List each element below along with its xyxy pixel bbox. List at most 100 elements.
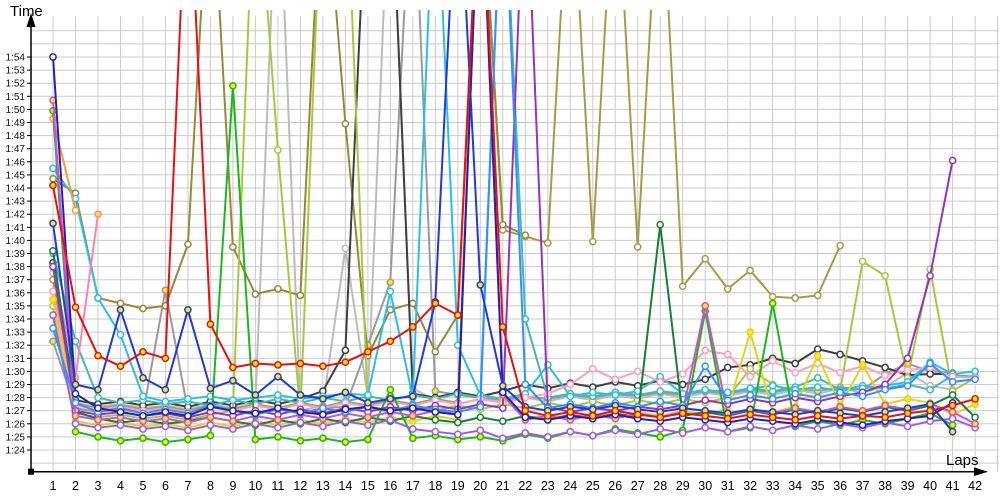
data-point-marker (723, 388, 732, 397)
data-point-marker (813, 383, 822, 391)
data-point-marker (229, 417, 237, 426)
data-point-marker (184, 426, 192, 435)
data-point-marker (746, 364, 755, 373)
data-point-marker (881, 271, 889, 280)
data-point-marker (566, 392, 575, 401)
data-point-marker (341, 346, 350, 355)
data-point-marker (476, 402, 485, 411)
data-point-marker (139, 434, 147, 443)
data-point-marker (49, 311, 57, 319)
x-tick-label: 7 (184, 479, 191, 493)
data-point-marker (94, 385, 102, 394)
y-tick-label: 1:41 (6, 223, 26, 234)
x-tick-label: 28 (653, 479, 667, 493)
data-point-marker (319, 404, 327, 412)
data-point-marker (296, 291, 305, 300)
data-point-marker (813, 291, 822, 300)
y-tick-label: 1:27 (6, 406, 26, 417)
data-point-marker (364, 421, 372, 429)
data-point-marker (341, 405, 350, 414)
data-point-marker (543, 412, 552, 420)
data-point-marker (184, 412, 192, 420)
data-point-marker (723, 396, 732, 405)
data-point-marker (94, 423, 102, 432)
data-point-marker (341, 438, 350, 446)
data-point-marker (656, 397, 665, 406)
data-point-marker (296, 408, 305, 416)
x-tick-label: 35 (811, 479, 825, 493)
data-point-marker (476, 433, 485, 441)
data-point-marker (116, 362, 125, 371)
data-point-marker (341, 388, 350, 397)
data-point-marker (341, 417, 350, 426)
data-point-marker (813, 393, 822, 402)
data-point-marker (229, 81, 237, 90)
data-point-marker (296, 436, 305, 445)
data-point-marker (386, 305, 395, 314)
series-line (52, 10, 976, 407)
data-point-marker (746, 266, 755, 275)
data-point-marker (49, 219, 57, 228)
y-tick-label: 1:24 (6, 446, 26, 457)
data-point-marker (229, 243, 237, 251)
data-point-marker (701, 412, 710, 420)
data-point-marker (813, 425, 822, 433)
data-point-marker (813, 412, 822, 420)
y-tick-label: 1:48 (6, 131, 26, 142)
data-point-marker (791, 294, 800, 302)
data-point-marker (49, 287, 57, 296)
data-point-marker (71, 303, 80, 312)
data-point-marker (498, 417, 507, 426)
y-tick-label: 1:33 (6, 328, 26, 339)
data-point-marker (588, 364, 597, 373)
data-point-marker (498, 220, 507, 229)
x-tick-label: 5 (139, 479, 146, 493)
data-point-marker (948, 421, 957, 429)
data-point-marker (453, 311, 462, 319)
data-point-marker (566, 380, 575, 389)
x-tick-label: 11 (271, 479, 284, 493)
x-tick-label: 2 (72, 479, 79, 493)
data-point-marker (971, 419, 979, 428)
data-point-marker (881, 385, 889, 394)
data-point-marker (858, 257, 867, 266)
data-point-marker (274, 391, 282, 399)
data-point-marker (251, 359, 260, 368)
y-tick-label: 1:39 (6, 249, 26, 260)
data-point-marker (408, 323, 417, 331)
x-tick-label: 8 (207, 479, 214, 493)
x-tick-label: 38 (878, 479, 892, 493)
data-point-marker (94, 433, 102, 441)
data-point-marker (408, 434, 417, 443)
data-point-marker (251, 435, 260, 444)
data-point-marker (701, 423, 710, 432)
data-point-marker (768, 413, 777, 422)
data-point-marker (903, 381, 912, 390)
y-tick-label: 1:36 (6, 288, 26, 299)
data-point-marker (49, 295, 57, 304)
data-point-marker (926, 359, 934, 368)
x-tick-label: 18 (428, 479, 442, 493)
data-point-marker (161, 385, 170, 394)
data-point-marker (746, 328, 755, 336)
data-point-marker (161, 438, 170, 446)
data-point-marker (251, 409, 260, 418)
data-point-marker (498, 381, 507, 390)
x-tick-label: 33 (766, 479, 780, 493)
x-tick-label: 4 (117, 479, 124, 493)
x-tick-label: 41 (946, 479, 960, 493)
y-tick-label: 1:42 (6, 210, 26, 221)
data-point-marker (229, 406, 237, 415)
y-axis-arrow-icon (26, 13, 36, 27)
data-point-marker (926, 271, 934, 280)
y-tick-label: 1:52 (6, 79, 26, 90)
data-point-marker (881, 413, 889, 422)
data-point-marker (71, 419, 80, 428)
data-point-marker (701, 346, 710, 355)
x-tick-label: 17 (406, 479, 420, 493)
data-point-marker (431, 416, 440, 424)
data-point-marker (94, 210, 102, 219)
data-point-marker (633, 243, 642, 251)
series-turquoise (49, 10, 979, 410)
data-point-marker (386, 406, 395, 415)
